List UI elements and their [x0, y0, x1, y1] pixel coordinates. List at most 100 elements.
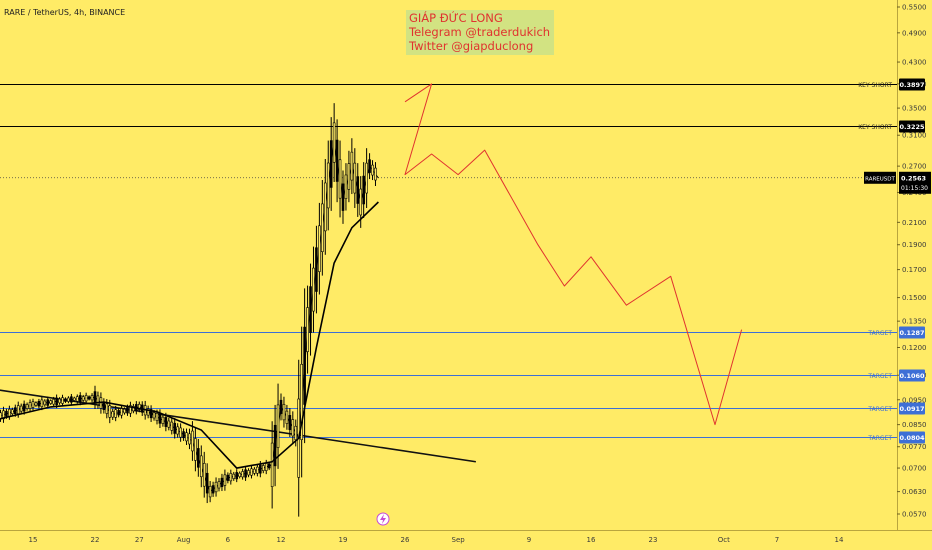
- x-tick-label: 23: [649, 536, 658, 544]
- watermark-name: GIÁP ĐỨC LONG: [409, 11, 503, 25]
- candle-body: [179, 427, 182, 438]
- candle-body: [167, 420, 171, 428]
- target-label: TARGET: [867, 330, 892, 337]
- candle-body: [256, 466, 259, 474]
- candle-body: [194, 438, 197, 461]
- candle-body: [197, 448, 200, 468]
- candle-body: [61, 397, 64, 404]
- candle-body: [58, 398, 61, 404]
- candle-body: [259, 464, 262, 474]
- target-label: TARGET: [867, 435, 892, 442]
- x-tick-label: 7: [775, 536, 779, 544]
- candle-countdown: 01:15:30: [901, 185, 928, 192]
- candle-body: [22, 403, 26, 412]
- candle-body: [235, 472, 239, 480]
- candle-body: [232, 473, 236, 479]
- candle-body: [43, 400, 47, 406]
- candle-body: [173, 422, 177, 434]
- y-tick-label: 0.5500: [902, 4, 927, 12]
- y-tick-label: 0.1700: [902, 266, 927, 274]
- candle-body: [105, 403, 109, 414]
- x-tick-label: Aug: [177, 536, 191, 544]
- watermark-twitter: Twitter @giapduclong: [409, 39, 534, 53]
- candle-body: [321, 203, 324, 253]
- candle-body: [149, 409, 153, 419]
- candle-body: [126, 407, 129, 414]
- y-tick-label: 0.1500: [902, 294, 927, 302]
- candle-body: [211, 485, 215, 494]
- candle-body: [223, 474, 227, 486]
- candle-body: [315, 247, 318, 292]
- candle-body: [75, 396, 79, 402]
- candle-body: [217, 481, 221, 489]
- current-price-value: 0.2563: [901, 174, 926, 182]
- level-price-label: 0.3897: [899, 81, 924, 89]
- candle-body: [335, 139, 339, 182]
- candle-body: [282, 404, 286, 421]
- key-price-badge: [899, 78, 925, 91]
- candle-body: [359, 188, 363, 216]
- y-tick-label: 0.4900: [902, 29, 927, 37]
- candle-body: [191, 430, 194, 452]
- level-price-label: 0.1060: [899, 372, 925, 380]
- candle-body: [220, 477, 224, 488]
- candle-body: [11, 409, 14, 415]
- candle-body: [117, 410, 120, 416]
- candle-body: [253, 468, 256, 474]
- candle-body: [356, 176, 360, 204]
- y-tick-label: 0.1900: [902, 241, 927, 249]
- level-price-label: 0.0804: [899, 434, 925, 442]
- candle-body: [49, 400, 53, 404]
- candle-body: [19, 405, 23, 412]
- candle-body: [326, 162, 330, 209]
- y-tick-label: 0.2700: [902, 163, 927, 171]
- candle-body: [323, 182, 327, 232]
- candle-body: [267, 463, 271, 469]
- author-watermark: GIÁP ĐỨC LONG Telegram @traderdukich Twi…: [406, 10, 555, 55]
- candle-body: [309, 286, 312, 333]
- candle-body: [152, 412, 156, 419]
- x-tick-label: 6: [226, 536, 231, 544]
- candle-body: [114, 409, 117, 418]
- candle-body: [84, 395, 88, 402]
- candle-body: [347, 163, 351, 190]
- x-tick-label: 15: [29, 536, 38, 544]
- candle-body: [67, 397, 70, 402]
- y-tick-label: 0.2100: [902, 219, 927, 227]
- candle-body: [8, 408, 11, 417]
- candle-body: [362, 175, 365, 205]
- y-tick-label: 0.0630: [902, 488, 927, 496]
- candle-body: [288, 415, 292, 431]
- candle-body: [158, 413, 162, 424]
- candle-body: [285, 410, 289, 424]
- candle-body: [247, 470, 250, 476]
- y-tick-label: 0.0700: [902, 465, 927, 473]
- candle-body: [291, 419, 295, 437]
- candle-body: [350, 151, 354, 181]
- y-tick-label: 0.3500: [902, 105, 927, 113]
- y-tick-label: 0.0570: [902, 511, 927, 519]
- candle-body: [28, 402, 32, 409]
- y-tick-label: 0.3100: [902, 132, 927, 140]
- candle-body: [55, 397, 58, 406]
- x-tick-label: 12: [277, 536, 286, 544]
- candle-body: [137, 403, 141, 410]
- candle-body: [238, 472, 241, 477]
- x-tick-label: 26: [401, 536, 410, 544]
- candle-body: [16, 405, 20, 414]
- current-price-badge: [899, 171, 931, 194]
- symbol-badge: [864, 171, 896, 184]
- symbol-label: RAREUSDT: [865, 176, 895, 182]
- watermark-telegram: Telegram @traderdukich: [409, 25, 551, 39]
- candle-body: [40, 399, 44, 408]
- candle-body: [46, 399, 50, 406]
- candle-body: [34, 402, 38, 406]
- candle-body: [52, 399, 55, 405]
- x-tick-label: 19: [339, 536, 348, 544]
- candle-body: [329, 140, 333, 188]
- target-price-badge: [899, 369, 925, 382]
- candle-body: [102, 401, 106, 410]
- candle-body: [13, 407, 17, 415]
